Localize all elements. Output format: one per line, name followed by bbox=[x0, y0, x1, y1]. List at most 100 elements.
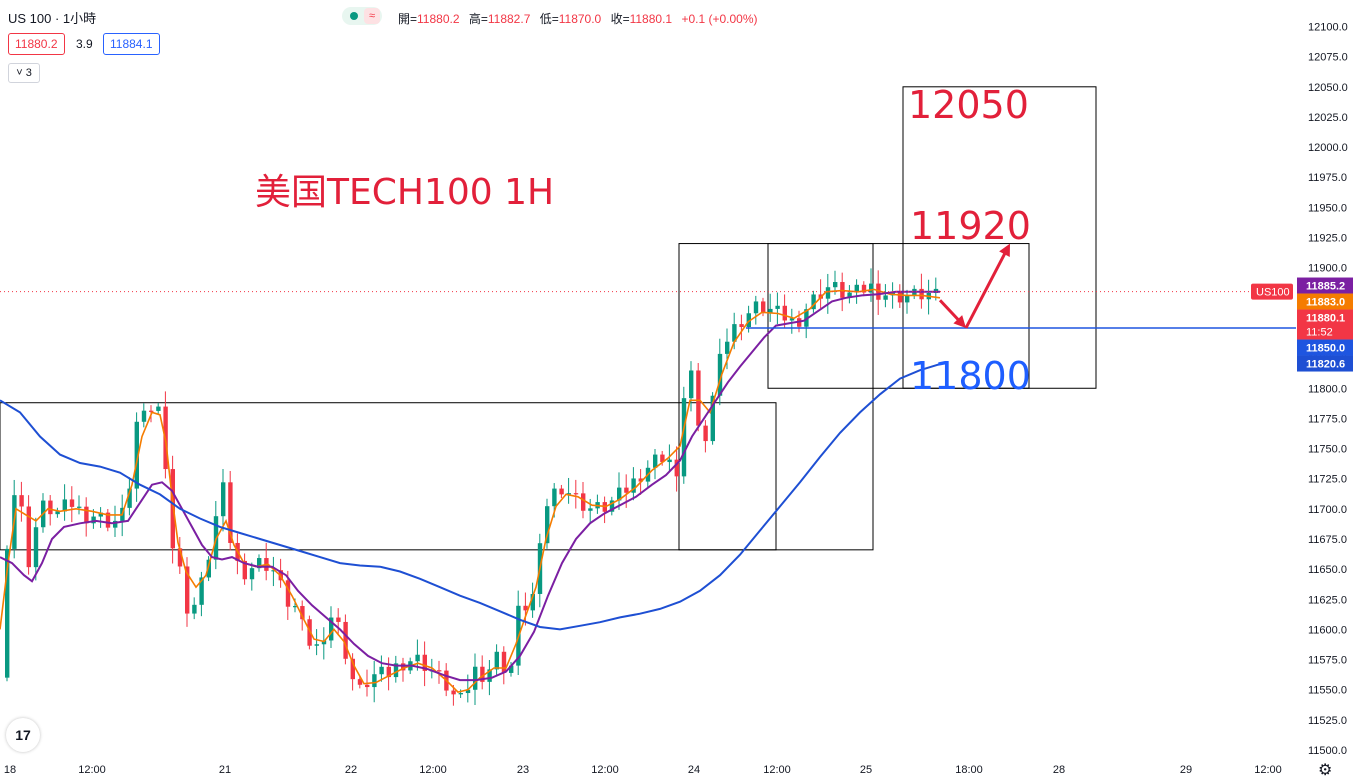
candle-body bbox=[77, 506, 82, 508]
chevron-down-icon: ˅ bbox=[16, 67, 23, 79]
candle-body bbox=[249, 568, 255, 580]
candle-body bbox=[379, 666, 384, 675]
price-label: 11883.0 bbox=[1306, 297, 1345, 309]
chart-annotations: 美国TECH100 1H 12050 11920 11800 bbox=[255, 83, 1031, 398]
candle-body bbox=[480, 666, 485, 682]
candle-body bbox=[372, 674, 377, 688]
candle-body bbox=[422, 654, 427, 671]
y-tick-label: 12025.0 bbox=[1308, 112, 1348, 124]
y-tick-label: 11975.0 bbox=[1308, 172, 1347, 184]
candle-body bbox=[861, 284, 867, 293]
ma-slow-line bbox=[0, 363, 941, 631]
market-status[interactable]: ≈ bbox=[342, 7, 382, 25]
candle-body bbox=[321, 640, 327, 645]
y-tick-label: 11925.0 bbox=[1308, 233, 1347, 245]
y-tick-label: 11800.0 bbox=[1308, 383, 1347, 395]
chart-title-annotation: 美国TECH100 1H bbox=[255, 172, 554, 213]
spread-value: 3.9 bbox=[76, 37, 93, 51]
candle-body bbox=[768, 308, 773, 313]
candle-body bbox=[336, 617, 341, 622]
x-tick-label: 22 bbox=[345, 764, 357, 776]
target-label-high: 12050 bbox=[908, 83, 1029, 127]
candle-body bbox=[710, 395, 715, 442]
candle-body bbox=[674, 459, 679, 477]
target-label-low: 11800 bbox=[910, 354, 1031, 398]
candle-body bbox=[365, 684, 370, 688]
candle-body bbox=[487, 669, 492, 682]
candle-body bbox=[242, 560, 247, 580]
x-tick-label: 12:00 bbox=[591, 764, 619, 776]
candle-body bbox=[523, 605, 528, 611]
price-label: 11820.6 bbox=[1306, 359, 1345, 371]
x-tick-label: 18 bbox=[4, 764, 16, 776]
candle-body bbox=[192, 604, 197, 614]
countdown-label: 11:52 bbox=[1306, 327, 1333, 339]
candle-body bbox=[530, 593, 535, 611]
change-value: +0.1 (+0.00%) bbox=[681, 12, 758, 26]
box-3 bbox=[902, 86, 1097, 389]
ma-fast-line bbox=[0, 288, 941, 693]
candle-body bbox=[631, 478, 636, 493]
candle-body bbox=[5, 548, 10, 678]
price-label: 11850.0 bbox=[1306, 343, 1345, 355]
candle-body bbox=[919, 288, 924, 300]
symbol-title[interactable]: US 100 · 1小時 bbox=[8, 11, 97, 26]
y-tick-label: 11500.0 bbox=[1308, 745, 1347, 757]
candle-body bbox=[775, 305, 780, 309]
arrow-up-head bbox=[999, 243, 1010, 257]
price-label: 11880.1 bbox=[1306, 313, 1345, 325]
candle-body bbox=[883, 295, 888, 300]
y-tick-label: 11950.0 bbox=[1308, 202, 1347, 214]
y-tick-label: 12075.0 bbox=[1308, 52, 1348, 64]
candle-body bbox=[48, 500, 53, 515]
candle-body bbox=[84, 506, 89, 524]
sell-button[interactable]: 11880.2 bbox=[8, 33, 65, 55]
candle-body bbox=[55, 511, 60, 515]
candle-body bbox=[761, 301, 766, 313]
candle-body bbox=[300, 606, 305, 620]
y-tick-label: 11650.0 bbox=[1308, 564, 1347, 576]
price-axis-bg bbox=[1296, 0, 1354, 784]
candle-body bbox=[581, 493, 586, 511]
indicators-toggle-button[interactable]: ˅ 3 bbox=[8, 63, 40, 83]
candle-body bbox=[62, 499, 67, 512]
candle-body bbox=[393, 663, 399, 678]
candle-body bbox=[638, 478, 643, 482]
candle-body bbox=[717, 353, 723, 396]
box-2 bbox=[767, 243, 1030, 389]
gear-icon[interactable]: ⚙ bbox=[1318, 762, 1333, 779]
y-tick-label: 11575.0 bbox=[1308, 655, 1347, 667]
y-tick-label: 11550.0 bbox=[1308, 685, 1347, 697]
candle-body bbox=[703, 425, 708, 442]
candle-body bbox=[458, 693, 463, 695]
x-tick-label: 25 bbox=[860, 764, 872, 776]
candle-body bbox=[206, 559, 211, 578]
candle-body bbox=[271, 570, 276, 572]
y-tick-label: 12000.0 bbox=[1308, 142, 1348, 154]
time-axis: 18 12:00 21 22 12:00 23 12:00 24 12:00 25 18:00 28 2… bbox=[0, 757, 1296, 784]
x-tick-label: 23 bbox=[517, 764, 529, 776]
candle-body bbox=[156, 406, 161, 411]
candle-body bbox=[653, 454, 658, 468]
candle-body bbox=[681, 398, 687, 477]
buy-button[interactable]: 11884.1 bbox=[103, 33, 160, 55]
candle-body bbox=[869, 283, 874, 293]
price-label: 11885.2 bbox=[1306, 281, 1345, 293]
candle-body bbox=[69, 499, 75, 507]
indicator-count: 3 bbox=[25, 67, 32, 79]
x-tick-label: 24 bbox=[688, 764, 700, 776]
y-tick-label: 12050.0 bbox=[1308, 82, 1348, 94]
moving-averages bbox=[0, 288, 941, 693]
target-label-mid: 11920 bbox=[910, 204, 1031, 248]
tradingview-logo[interactable]: 17 bbox=[6, 718, 40, 752]
candle-body bbox=[897, 291, 903, 303]
candle-body bbox=[127, 488, 132, 508]
y-tick-label: 11725.0 bbox=[1308, 474, 1347, 486]
candle-body bbox=[617, 487, 622, 501]
box-0 bbox=[0, 402, 777, 551]
arrow-up bbox=[964, 249, 1009, 329]
candle-body bbox=[473, 666, 478, 690]
candle-body bbox=[494, 651, 499, 670]
candle-body bbox=[833, 282, 838, 288]
